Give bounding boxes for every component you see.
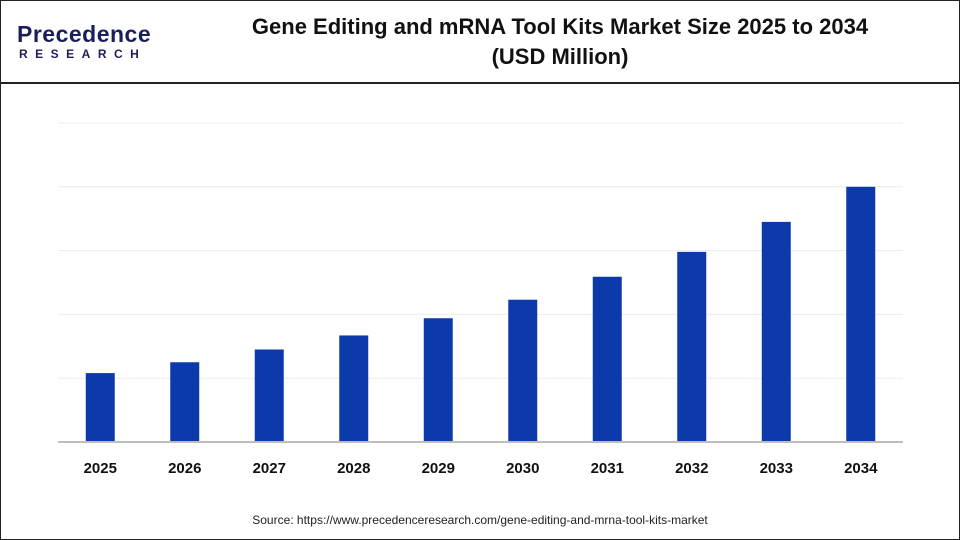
x-tick-label: 2029 (422, 460, 455, 477)
x-tick-label: 2033 (760, 460, 793, 477)
bar-2028 (339, 335, 369, 442)
bar-2031 (592, 276, 622, 442)
bar-2034 (846, 186, 876, 442)
precedence-research-logo: Precedence RESEARCH (17, 22, 162, 64)
logo-line2: RESEARCH (19, 47, 147, 61)
source-text: Source: https://www.precedenceresearch.c… (252, 513, 708, 527)
bar-2025 (85, 373, 115, 442)
header-divider (0, 82, 960, 84)
bar-2026 (170, 362, 200, 442)
bar-2027 (254, 349, 284, 442)
x-tick-label: 2034 (844, 460, 878, 477)
logo-line1: Precedence (17, 21, 152, 47)
chart-title-block: Gene Editing and mRNA Tool Kits Market S… (180, 12, 940, 72)
bar-2032 (677, 251, 707, 442)
bar-2033 (761, 221, 791, 442)
x-tick-label: 2031 (591, 460, 624, 477)
bar-2030 (508, 299, 538, 442)
chart-title: Gene Editing and mRNA Tool Kits Market S… (251, 14, 869, 39)
x-tick-label: 2030 (506, 460, 539, 477)
x-tick-label: 2025 (84, 460, 117, 477)
x-tick-label: 2032 (675, 460, 708, 477)
x-tick-label: 2026 (168, 460, 201, 477)
x-tick-label: 2028 (337, 460, 370, 477)
x-tick-label: 2027 (253, 460, 286, 477)
bar-2029 (423, 318, 453, 442)
chart-subtitle: (USD Million) (491, 44, 629, 69)
